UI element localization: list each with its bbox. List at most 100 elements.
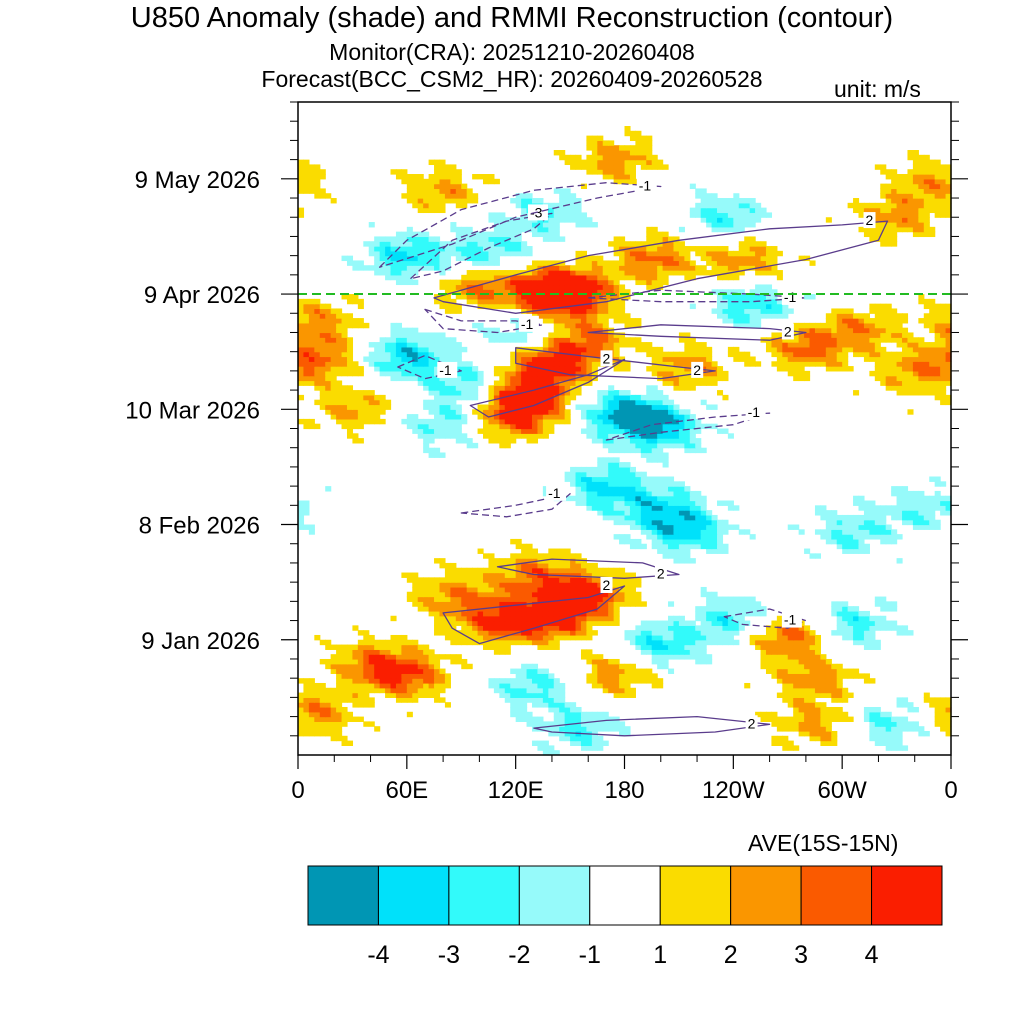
anomaly-cell	[760, 606, 767, 612]
anomaly-cell	[564, 572, 571, 578]
anomaly-cell	[673, 644, 680, 650]
anomaly-cell	[657, 270, 664, 276]
anomaly-cell	[341, 342, 348, 348]
anomaly-cell	[374, 649, 381, 655]
anomaly-cell	[825, 318, 832, 324]
anomaly-cell	[624, 572, 631, 578]
anomaly-cell	[787, 745, 794, 751]
anomaly-cell	[793, 370, 800, 377]
anomaly-cell	[423, 423, 430, 430]
anomaly-cell	[711, 361, 718, 367]
anomaly-cell	[662, 514, 669, 521]
anomaly-cell	[428, 390, 435, 396]
anomaly-cell	[466, 294, 473, 300]
anomaly-cell	[314, 303, 321, 310]
anomaly-cell	[521, 346, 528, 353]
anomaly-cell	[722, 370, 729, 377]
anomaly-cell	[450, 279, 457, 286]
anomaly-cell	[455, 630, 462, 636]
anomaly-cell	[940, 721, 947, 727]
anomaly-cell	[510, 634, 517, 641]
anomaly-cell	[472, 284, 479, 290]
anomaly-cell	[325, 303, 332, 310]
anomaly-cell	[564, 601, 571, 607]
anomaly-cell	[559, 375, 566, 382]
anomaly-cell	[412, 366, 419, 372]
anomaly-cell	[423, 433, 430, 439]
anomaly-cell	[499, 433, 506, 439]
anomaly-cell	[586, 606, 593, 612]
anomaly-cell	[662, 490, 669, 497]
anomaly-cell	[390, 265, 397, 271]
anomaly-cell	[591, 361, 598, 367]
anomaly-cell	[515, 289, 522, 295]
anomaly-cell	[613, 270, 620, 276]
anomaly-cell	[559, 279, 566, 286]
anomaly-cell	[417, 375, 424, 382]
anomaly-cell	[521, 625, 528, 631]
anomaly-cell	[303, 308, 310, 314]
anomaly-cell	[885, 606, 892, 612]
anomaly-cell	[836, 361, 843, 367]
anomaly-cell	[477, 289, 484, 295]
anomaly-cell	[308, 697, 315, 703]
anomaly-cell	[891, 486, 898, 492]
anomaly-cell	[831, 673, 838, 679]
anomaly-cell	[406, 682, 413, 689]
anomaly-cell	[787, 726, 794, 732]
anomaly-cell	[390, 274, 397, 281]
anomaly-cell	[564, 620, 571, 626]
anomaly-cell	[531, 620, 539, 626]
anomaly-cell	[880, 366, 887, 372]
anomaly-cell	[591, 308, 598, 314]
anomaly-cell	[521, 562, 528, 569]
anomaly-cell	[640, 404, 647, 410]
anomaly-cell	[923, 495, 930, 502]
anomaly-cell	[423, 346, 430, 353]
anomaly-cell	[717, 601, 724, 607]
anomaly-cell	[504, 385, 511, 391]
anomaly-cell	[624, 519, 631, 526]
anomaly-cell	[929, 476, 936, 482]
anomaly-cell	[771, 649, 778, 655]
anomaly-cell	[325, 663, 332, 670]
anomaly-cell	[700, 423, 707, 430]
anomaly-cell	[385, 370, 392, 377]
anomaly-cell	[809, 342, 816, 348]
anomaly-cell	[635, 630, 642, 636]
anomaly-cell	[602, 332, 609, 338]
anomaly-cell	[444, 394, 451, 401]
anomaly-cell	[760, 658, 767, 665]
anomaly-cell	[434, 654, 441, 660]
anomaly-cell	[608, 606, 615, 612]
anomaly-cell	[531, 303, 539, 310]
anomaly-cell	[303, 730, 310, 737]
anomaly-cell	[776, 308, 783, 314]
anomaly-cell	[689, 534, 696, 540]
anomaly-cell	[570, 582, 577, 588]
anomaly-cell	[531, 678, 539, 684]
anomaly-cell	[542, 591, 549, 598]
anomaly-cell	[842, 606, 849, 612]
anomaly-cell	[564, 313, 571, 319]
anomaly-cell	[510, 577, 517, 583]
anomaly-cell	[564, 289, 571, 295]
anomaly-cell	[417, 678, 424, 684]
anomaly-cell	[602, 490, 609, 497]
anomaly-cell	[902, 375, 909, 382]
anomaly-cell	[346, 654, 354, 660]
anomaly-cell	[836, 308, 843, 314]
anomaly-cell	[548, 596, 555, 602]
anomaly-cell	[608, 726, 615, 732]
anomaly-cell	[624, 481, 631, 487]
anomaly-cell	[608, 298, 615, 305]
anomaly-cell	[814, 342, 821, 348]
anomaly-cell	[346, 423, 354, 430]
anomaly-cell	[635, 668, 642, 674]
anomaly-cell	[439, 385, 446, 391]
anomaly-cell	[580, 582, 588, 588]
anomaly-cell	[749, 318, 756, 324]
anomaly-cell	[298, 356, 305, 362]
anomaly-cell	[521, 385, 528, 391]
anomaly-cell	[597, 601, 604, 607]
